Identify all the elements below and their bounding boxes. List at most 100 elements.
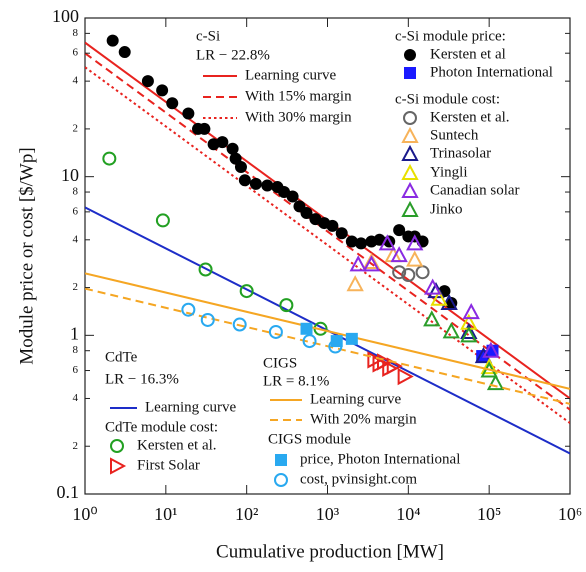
- point: [155, 213, 170, 228]
- legend-label: Photon International: [430, 64, 553, 80]
- point: [300, 207, 313, 220]
- legend-entry: With 20% margin: [270, 411, 417, 427]
- point: [367, 351, 384, 369]
- point: [166, 97, 179, 110]
- legend-swatch: [110, 439, 124, 453]
- legend-label: Learning curve: [245, 67, 337, 83]
- point: [390, 246, 408, 263]
- point: [181, 302, 196, 317]
- point: [462, 303, 480, 320]
- plot-area: [85, 34, 570, 455]
- point: [415, 265, 430, 280]
- y-tick-label: 100: [52, 6, 79, 26]
- y-tick-label: 2: [73, 440, 79, 452]
- point: [430, 289, 448, 306]
- annotation: CIGS: [263, 355, 297, 371]
- y-tick-label: 8: [73, 27, 79, 39]
- point: [326, 219, 339, 232]
- x-tick-label: 10⁰: [72, 504, 97, 524]
- point: [406, 250, 424, 267]
- point: [102, 151, 117, 166]
- annotation: c-Si: [196, 28, 220, 44]
- legend-swatch: [275, 454, 287, 466]
- legend-label: Kersten et al.: [430, 109, 510, 125]
- point: [232, 317, 247, 332]
- x-tick-label: 10³: [316, 504, 340, 524]
- point: [141, 75, 154, 88]
- x-tick-label: 10¹: [154, 504, 177, 524]
- legend-label: With 20% margin: [310, 411, 417, 427]
- point: [378, 234, 397, 251]
- legend-entry: Trinasolar: [401, 144, 491, 161]
- point: [279, 298, 294, 313]
- legend-entry: With 30% margin: [203, 109, 352, 125]
- point: [474, 346, 493, 364]
- legend-label: With 15% margin: [245, 88, 352, 104]
- legend-label: cost, pvinsight.com: [300, 471, 417, 487]
- legend-entry: Kersten et al.: [110, 437, 217, 453]
- point: [486, 373, 505, 391]
- point: [106, 34, 119, 47]
- y-tick-label: 2: [73, 281, 79, 293]
- point: [345, 332, 358, 345]
- point: [286, 190, 299, 203]
- y-tick-label: 6: [73, 205, 79, 217]
- legend-entry: Photon International: [404, 64, 553, 80]
- point: [300, 322, 313, 335]
- point: [393, 224, 406, 237]
- point: [373, 233, 386, 246]
- point: [392, 265, 407, 280]
- point: [362, 252, 381, 269]
- legend-entry: Learning curve: [110, 399, 237, 415]
- y-tick-label: 10: [61, 165, 79, 185]
- legend-entry: Learning curve: [270, 391, 402, 407]
- legend-entry: Suntech: [401, 126, 479, 143]
- x-tick-label: 10⁶: [558, 504, 582, 524]
- annotation: CdTe module cost:: [105, 419, 218, 435]
- annotation: CIGS module: [268, 431, 351, 447]
- annotation: CdTe: [105, 349, 138, 365]
- point: [377, 353, 394, 371]
- point: [345, 235, 358, 248]
- point: [198, 122, 211, 135]
- y-tick-label: 4: [73, 392, 79, 404]
- legend-entry: Canadian solar: [401, 181, 520, 198]
- point: [349, 255, 367, 272]
- x-tick-label: 10⁵: [477, 504, 501, 524]
- point: [200, 312, 215, 327]
- legend-label: price, Photon International: [300, 451, 460, 467]
- point: [239, 284, 254, 299]
- legend-swatch: [274, 473, 288, 487]
- point: [328, 339, 343, 354]
- y-tick-label: 8: [73, 186, 79, 198]
- point: [226, 142, 239, 155]
- point: [238, 174, 251, 187]
- point: [182, 107, 195, 120]
- legend-entry: First Solar: [110, 457, 200, 475]
- y-tick-label: 4: [73, 233, 79, 245]
- annotation: c-Si module price:: [395, 28, 506, 44]
- point: [249, 177, 262, 190]
- x-tick-label: 10²: [235, 504, 258, 524]
- point: [423, 278, 442, 295]
- legend-label: Suntech: [430, 127, 479, 143]
- learning-curve: [85, 272, 570, 390]
- legend-entry: Kersten et al.: [403, 109, 510, 125]
- point: [362, 255, 381, 272]
- point: [482, 341, 500, 358]
- legend-label: Jinko: [430, 201, 463, 217]
- legend-swatch: [404, 67, 416, 79]
- legend-label: Learning curve: [310, 391, 402, 407]
- point: [346, 275, 364, 292]
- legend-entry: Yingli: [401, 163, 468, 180]
- y-tick-label: 6: [73, 47, 79, 59]
- learning-curve: [85, 287, 570, 405]
- legend-entry: cost, pvinsight.com: [274, 471, 417, 487]
- point: [406, 234, 424, 251]
- y-tick-label: 0.1: [57, 482, 80, 502]
- point: [156, 84, 169, 97]
- legend-label: Learning curve: [145, 399, 237, 415]
- legend-swatch: [403, 111, 417, 125]
- point: [397, 367, 414, 386]
